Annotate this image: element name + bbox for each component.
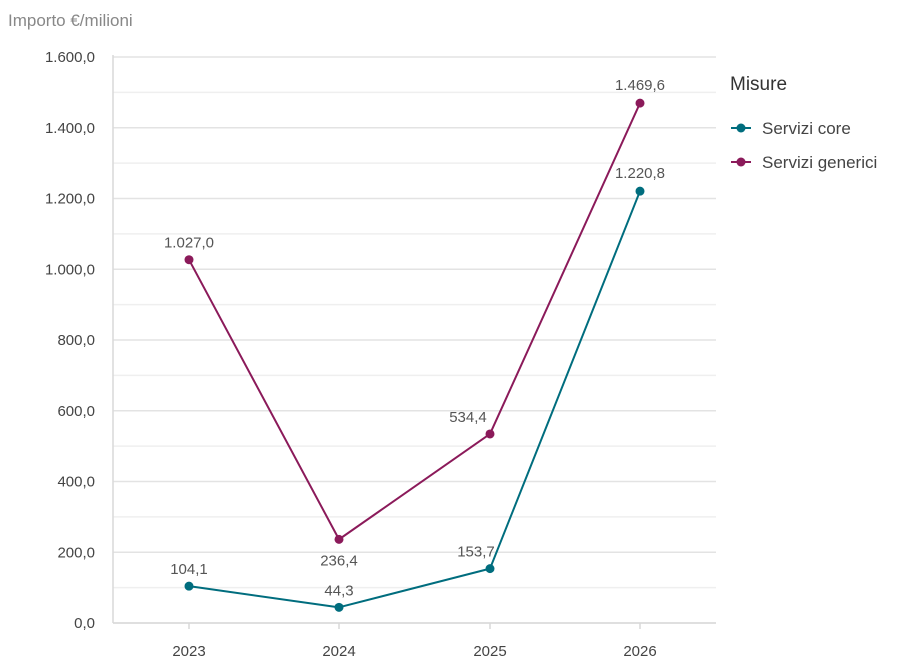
y-tick-label: 800,0 [57,332,95,349]
data-point [334,602,344,612]
series-line [188,102,641,541]
data-point [184,255,194,265]
y-axis-title: Importo €/milioni [8,11,133,30]
x-axis-ticks: 2023 2024 2025 2026 [172,623,657,659]
x-tick-label: 2023 [172,643,205,659]
legend-title: Misure [730,74,787,95]
y-tick-label: 1.200,0 [45,191,95,208]
data-label: 104,1 [170,561,208,578]
x-tick-label: 2025 [473,643,506,659]
data-point [485,564,495,574]
data-label: 1.220,8 [615,165,665,182]
x-tick-label: 2024 [322,643,355,659]
data-point [635,98,645,108]
y-tick-label: 0,0 [74,615,95,632]
data-label: 236,4 [320,552,358,569]
data-label: 153,7 [457,544,495,561]
y-tick-label: 1.000,0 [45,261,95,278]
gridlines [113,56,716,624]
data-point [184,581,194,591]
data-point [635,186,645,196]
data-label: 534,4 [449,409,487,426]
y-tick-label: 600,0 [57,403,95,420]
data-label: 1.469,6 [615,77,665,94]
data-label: 1.027,0 [164,235,214,252]
data-point [485,429,495,439]
y-axis-ticks: 0,0 200,0 400,0 600,0 800,0 1.000,0 1.200,0 1.4… [45,49,95,632]
data-point [334,534,344,544]
legend-entry-label: Servizi core [762,119,851,138]
axes [112,55,716,624]
y-tick-label: 1.400,0 [45,120,95,137]
data-labels: 104,1 44,3 153,7 1.220,8 1.027,0 236,4 534,4 1.… [164,77,665,599]
y-tick-label: 400,0 [57,474,95,491]
legend-swatch-marker [736,157,746,167]
y-tick-label: 1.600,0 [45,49,95,66]
legend-entry-label: Servizi generici [762,153,877,172]
data-label: 44,3 [324,582,353,599]
y-tick-label: 200,0 [57,544,95,561]
legend: Misure Servizi core Servizi generici [730,74,877,172]
legend-swatch-marker [736,123,746,133]
x-tick-label: 2026 [623,643,656,659]
series-line [188,190,641,609]
series-layer [184,98,645,612]
